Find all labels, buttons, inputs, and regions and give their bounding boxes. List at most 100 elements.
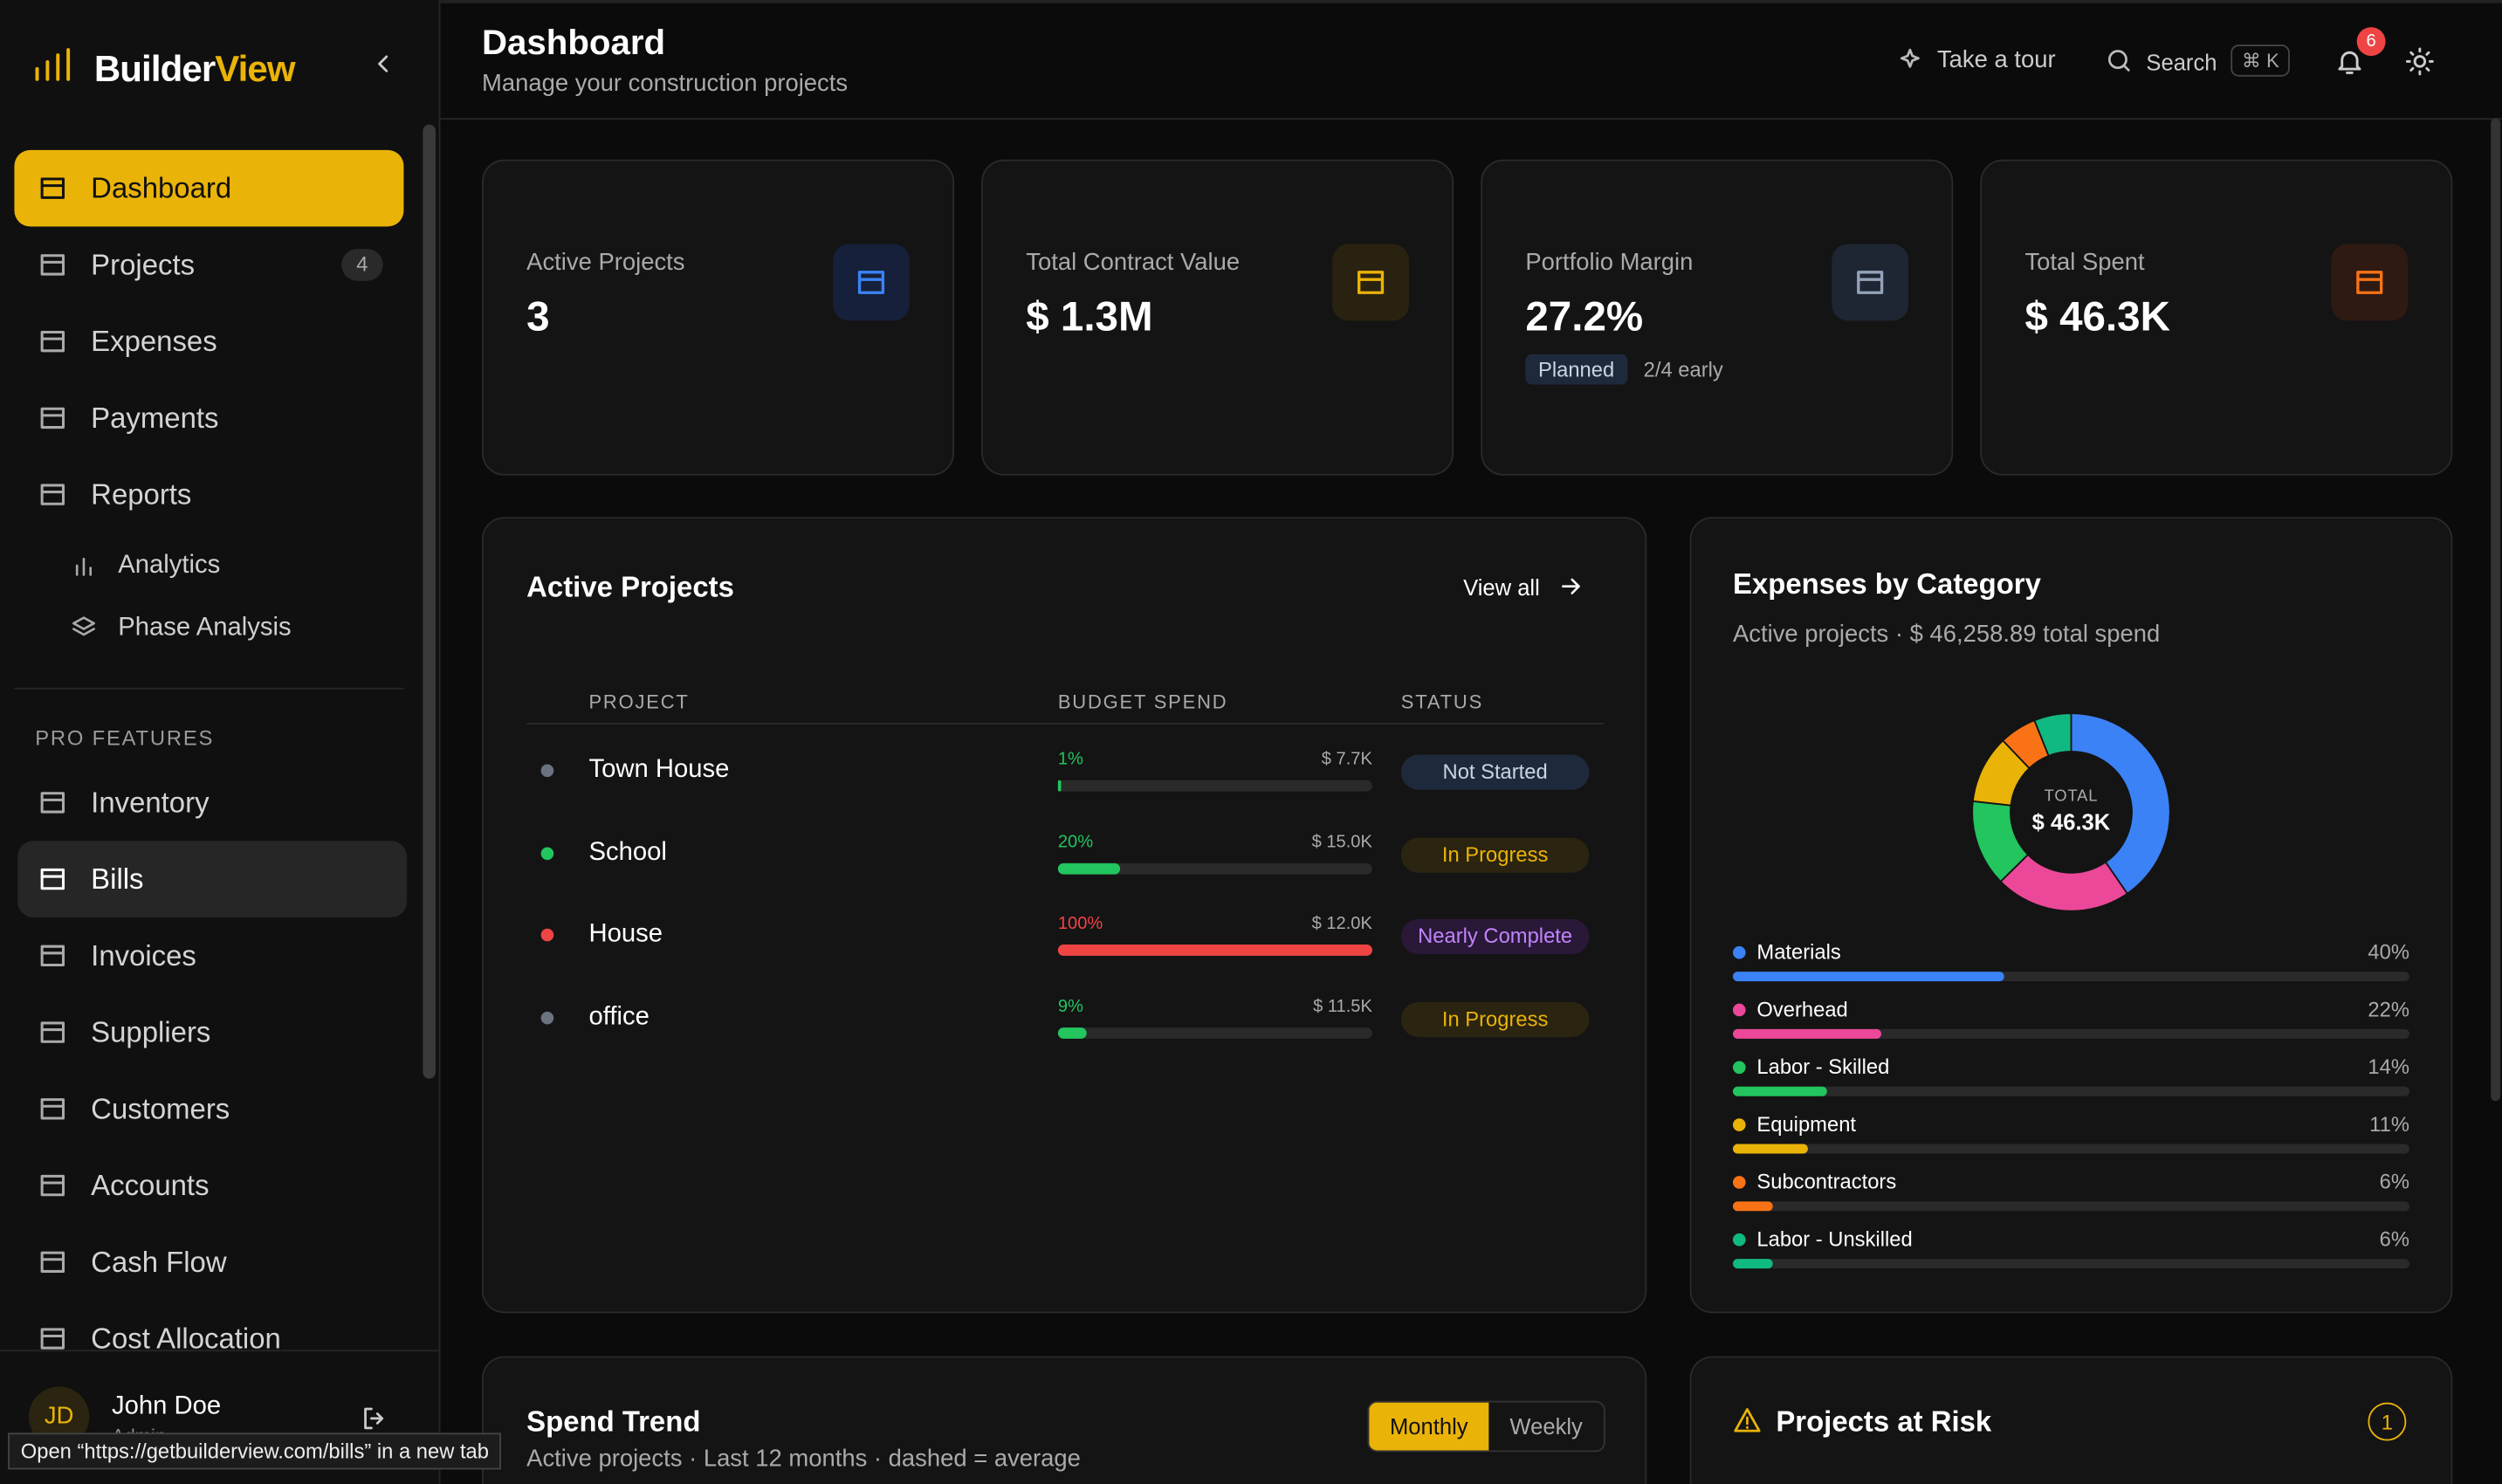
icon-path	[857, 271, 885, 294]
page-subtitle: Manage your construction projects	[481, 70, 849, 98]
legend-dot	[1732, 1118, 1746, 1131]
stat-value: 27.2%	[1525, 292, 1644, 340]
legend-dot	[1732, 1003, 1746, 1017]
stat-badge: Planned	[1525, 354, 1627, 385]
spend-percent: 20%	[1057, 832, 1094, 852]
icon-path	[1734, 1408, 1761, 1432]
divider	[14, 687, 404, 690]
donut-segment	[2070, 712, 2171, 895]
category-bar	[1732, 1144, 1808, 1154]
stat-card: Total Contract Value $ 1.3M	[981, 159, 1454, 476]
spend-amount: $ 12.0K	[1311, 914, 1372, 934]
card-subtitle: Active projects · Last 12 months · dashe…	[526, 1445, 1081, 1474]
donut	[1971, 712, 2171, 912]
icon	[1734, 1408, 1761, 1432]
category-name: Materials	[1756, 939, 1841, 964]
legend-dot	[1732, 1061, 1746, 1075]
expenses-card: Expenses by Category Active projects · $ …	[1689, 517, 2453, 1314]
icon	[1857, 271, 1884, 294]
view-toggle: Monthly Weekly	[1367, 1400, 1605, 1453]
sub-nav-label: Analytics	[118, 552, 221, 580]
stat-label: Portfolio Margin	[1525, 249, 1694, 277]
nav-label: Cost Allocation	[91, 1323, 281, 1355]
icon-path	[72, 616, 95, 636]
icon-path	[2405, 47, 2434, 76]
nav-item[interactable]: Expenses	[14, 303, 403, 380]
project-name: School	[588, 838, 667, 866]
sub-nav-item[interactable]: Phase Analysis	[64, 608, 399, 649]
icon-path	[40, 1328, 65, 1350]
sub-nav-item[interactable]: Analytics	[64, 546, 399, 587]
nav-item[interactable]: Payments	[14, 380, 403, 457]
nav-label: Suppliers	[91, 1016, 211, 1048]
nav-item[interactable]: Bills	[17, 841, 408, 917]
icon-path	[40, 1021, 65, 1043]
card-title: Projects at Risk	[1776, 1405, 1992, 1438]
icon	[857, 271, 885, 294]
card-title: Active Projects	[526, 571, 734, 603]
category-track	[1732, 1028, 2409, 1039]
nav-label: Projects	[91, 249, 196, 281]
nav-item[interactable]: Inventory	[17, 765, 407, 842]
nav-label: Dashboard	[91, 172, 232, 204]
nav-label: Accounts	[91, 1169, 210, 1202]
legend-dot	[1732, 945, 1746, 959]
icon	[40, 330, 65, 353]
icon	[75, 557, 93, 576]
view-all[interactable]: View all	[1463, 574, 1540, 601]
icon	[35, 48, 71, 81]
page-title: Dashboard	[481, 22, 666, 63]
spend-trend-card: Spend Trend Active projects · Last 12 mon…	[481, 1356, 1647, 1484]
icon	[2107, 50, 2130, 72]
stat-card: Portfolio Margin 27.2% Planned 2/4 early	[1481, 159, 1954, 476]
icon	[1900, 48, 1920, 68]
category-bar	[1732, 1259, 1774, 1269]
nav-item[interactable]: Dashboard	[14, 149, 404, 227]
card-subtitle: Active projects · $ 46,258.89 total spen…	[1732, 621, 2161, 649]
sidebar: BuilderView Dashboard Projects 4 Expenses Pay…	[0, 0, 441, 1484]
progress-track	[1057, 780, 1372, 792]
spend-amount: $ 7.7K	[1321, 750, 1372, 769]
nav-item[interactable]: Projects 4	[14, 227, 403, 304]
icon	[40, 945, 65, 967]
project-name: House	[588, 920, 663, 948]
project-name: office	[588, 1002, 650, 1030]
icon-path	[40, 484, 65, 505]
icon-path	[40, 868, 65, 890]
nav-item[interactable]: Cost Allocation	[17, 1301, 407, 1378]
category-bar	[1732, 1201, 1774, 1212]
icon-path	[1358, 271, 1385, 294]
nav-item[interactable]: Accounts	[17, 1147, 407, 1224]
stat-value: $ 1.3M	[1026, 292, 1153, 340]
stat-label: Total Contract Value	[1026, 249, 1241, 277]
stat-icon	[833, 244, 910, 321]
card-title: Spend Trend	[526, 1405, 701, 1438]
category-bar	[1732, 972, 2004, 982]
search-button[interactable]: Search	[2146, 49, 2217, 75]
progress-track	[1057, 945, 1372, 956]
category-name: Subcontractors	[1756, 1169, 1897, 1194]
icon-path	[40, 1174, 65, 1197]
nav-item[interactable]: Customers	[17, 1070, 407, 1147]
icon	[40, 1098, 65, 1120]
nav-item[interactable]: Invoices	[17, 917, 407, 994]
nav-item[interactable]: Cash Flow	[17, 1224, 407, 1301]
toggle-option[interactable]: Weekly	[1509, 1413, 1583, 1439]
column-header: PROJECT	[588, 690, 690, 714]
stat-icon	[2331, 244, 2409, 321]
nav-item[interactable]: Reports	[14, 457, 403, 533]
category-track	[1732, 972, 2409, 982]
column-header: STATUS	[1400, 690, 1484, 714]
tour-button[interactable]: Take a tour	[1936, 46, 2056, 74]
progress-bar	[1057, 780, 1062, 792]
icon	[40, 254, 65, 276]
icon-path	[40, 254, 65, 276]
icon-path	[1900, 48, 1920, 68]
nav-item[interactable]: Suppliers	[17, 994, 407, 1071]
stat-value: $ 46.3K	[2024, 292, 2170, 340]
header: Dashboard Manage your construction projec…	[440, 0, 2502, 120]
project-name: Town House	[588, 756, 730, 784]
progress-track	[1057, 862, 1372, 874]
toggle-option[interactable]: Monthly	[1369, 1402, 1489, 1451]
